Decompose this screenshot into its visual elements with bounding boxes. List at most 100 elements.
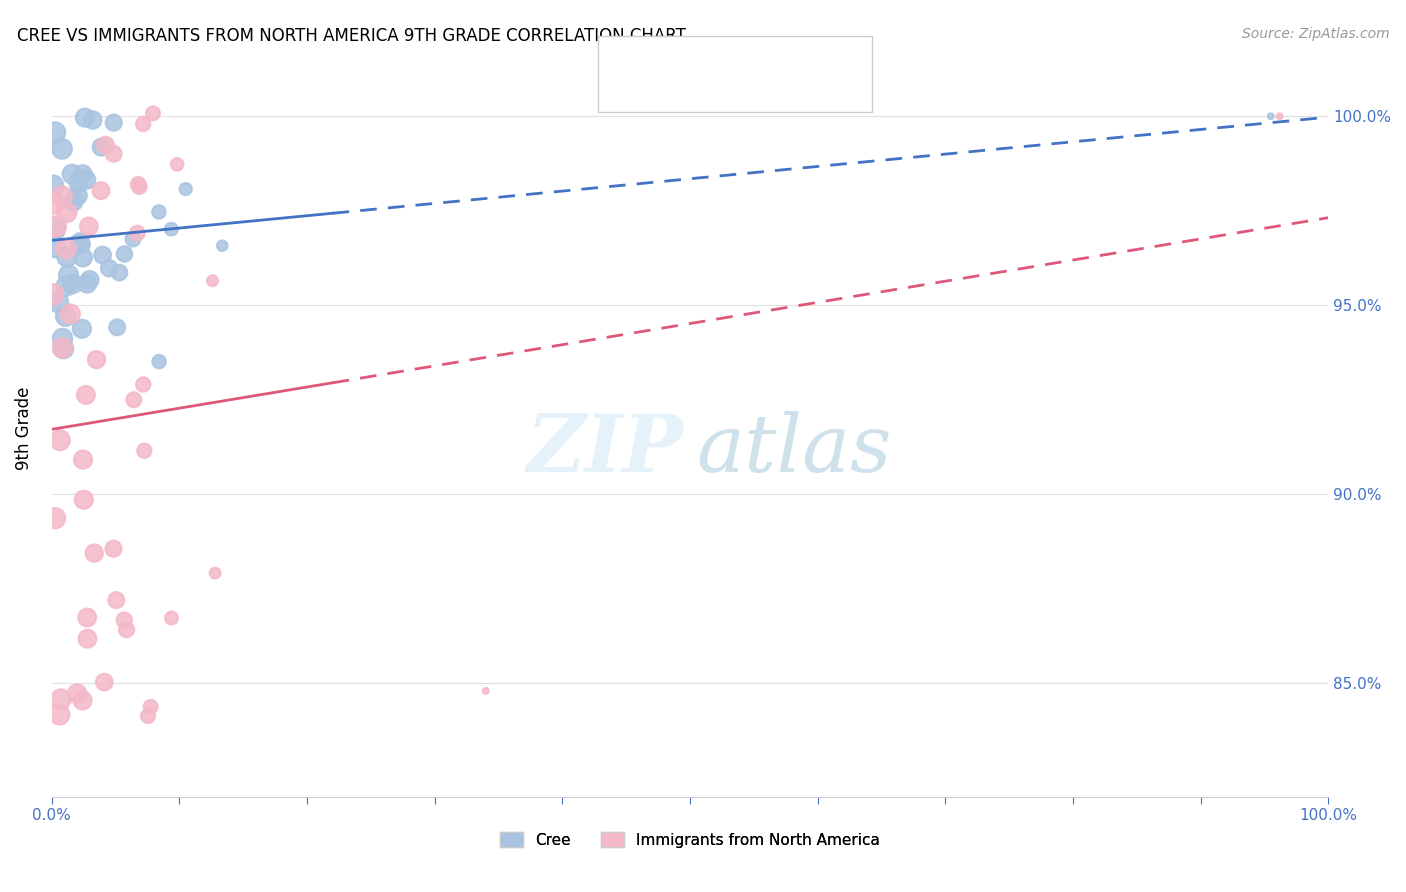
Point (42, 287, 65, 301)
Point (52, 342, 75, 356)
Point (69, 237, 91, 252)
Text: N =: N = (724, 80, 761, 98)
Text: R =: R = (637, 80, 673, 98)
Point (51, 341, 73, 355)
Text: 41: 41 (752, 48, 775, 66)
Point (79, 273, 101, 287)
Point (51, 189, 73, 203)
Point (103, 541, 125, 556)
Point (160, 222, 183, 236)
Point (122, 392, 145, 407)
Point (67, 175, 90, 189)
Point (72, 693, 94, 707)
Point (86, 352, 108, 367)
Point (62, 194, 84, 209)
Point (73, 111, 96, 125)
Point (132, 117, 155, 131)
Point (72, 452, 94, 467)
Point (76, 632, 98, 646)
Point (132, 377, 155, 392)
Text: CREE VS IMMIGRANTS FROM NORTH AMERICA 9TH GRADE CORRELATION CHART: CREE VS IMMIGRANTS FROM NORTH AMERICA 9T… (17, 27, 686, 45)
Point (51, 332, 73, 346)
Y-axis label: 9th Grade: 9th Grade (15, 386, 32, 470)
Point (103, 146, 125, 161)
Point (108, 266, 131, 280)
Point (75, 388, 97, 402)
Point (66, 188, 89, 202)
Point (160, 611, 183, 625)
Point (105, 320, 128, 334)
Point (128, 179, 150, 194)
Point (66, 687, 89, 701)
Text: Source: ZipAtlas.com: Source: ZipAtlas.com (1241, 27, 1389, 41)
Text: atlas: atlas (696, 411, 891, 489)
Point (90, 184, 112, 198)
Point (72, 251, 94, 265)
Point (90, 140, 112, 154)
Point (55, 279, 77, 293)
Point (148, 205, 170, 219)
Point (56, 250, 79, 264)
Text: ZIP: ZIP (527, 411, 683, 489)
Point (112, 613, 135, 627)
Point (77, 219, 100, 234)
Point (59, 307, 82, 321)
Point (75, 173, 97, 187)
Point (51, 142, 73, 156)
Point (474, 683, 496, 698)
Point (127, 178, 149, 192)
Text: 0.195: 0.195 (665, 80, 717, 98)
Point (58, 268, 80, 282)
Point (134, 443, 156, 458)
Point (103, 116, 125, 130)
Point (55, 310, 77, 324)
Point (44, 222, 66, 236)
Text: N =: N = (724, 48, 761, 66)
Point (201, 274, 224, 288)
Point (62, 277, 84, 291)
Point (72, 167, 94, 181)
Point (60, 167, 83, 181)
Point (83, 546, 105, 560)
Point (69, 235, 91, 250)
Point (44, 125, 66, 139)
Point (142, 106, 165, 120)
Point (44, 240, 66, 254)
Point (48, 707, 70, 722)
Point (49, 434, 72, 448)
Point (211, 238, 233, 252)
Point (45, 219, 67, 234)
Point (98, 261, 121, 276)
Text: 0.077: 0.077 (665, 48, 717, 66)
Point (115, 623, 138, 637)
Point (1260, 109, 1282, 123)
Point (91, 248, 114, 262)
Point (76, 277, 98, 291)
Point (94, 138, 117, 153)
Point (49, 692, 72, 706)
Point (166, 157, 188, 171)
Point (42, 178, 65, 193)
Point (1268, 109, 1291, 123)
Point (82, 113, 104, 128)
Point (105, 593, 128, 607)
Point (44, 196, 66, 211)
Point (56, 205, 79, 219)
Point (55, 242, 77, 256)
Point (70, 322, 93, 336)
Point (136, 709, 159, 723)
Legend: Cree, Immigrants from North America: Cree, Immigrants from North America (492, 824, 887, 855)
Point (46, 295, 69, 310)
Point (73, 492, 96, 507)
Point (44, 511, 66, 525)
Point (93, 675, 115, 690)
Point (122, 232, 145, 246)
Point (76, 610, 98, 624)
Point (204, 566, 226, 581)
Point (148, 354, 170, 368)
Text: R =: R = (637, 48, 673, 66)
Point (139, 699, 162, 714)
Text: 46: 46 (752, 80, 775, 98)
Point (114, 247, 136, 261)
Point (127, 226, 149, 240)
